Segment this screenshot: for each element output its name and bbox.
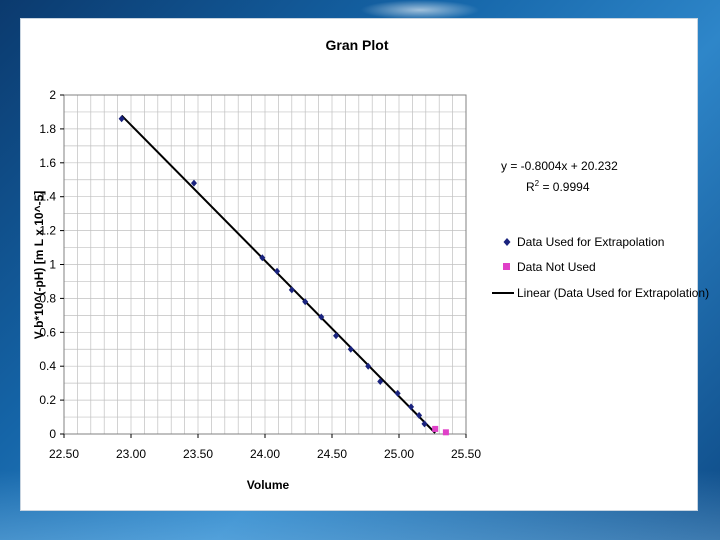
data-point-used [377, 377, 384, 385]
y-tick-label: 1 [49, 258, 56, 272]
y-tick-label: 0.2 [39, 393, 56, 407]
x-tick-label: 23.50 [183, 447, 213, 461]
data-point-used [421, 420, 428, 428]
r-squared-symbol: R [526, 180, 535, 194]
data-point-used [118, 115, 125, 123]
legend-diamond-marker [503, 238, 511, 246]
x-tick-label: 25.50 [451, 447, 481, 461]
y-tick-label: 0.6 [39, 325, 56, 339]
legend-square-marker [503, 263, 510, 270]
x-axis-label: Volume [247, 478, 290, 492]
x-tick-label: 24.50 [317, 447, 347, 461]
y-tick-label: 0.8 [39, 291, 56, 305]
legend-item-used: Data Used for Extrapolation [517, 235, 664, 249]
background-highlight [360, 0, 480, 20]
y-axis-label: V b*10^(-pH) [m L x 10^-5] [32, 191, 46, 340]
grid-lines [63, 94, 467, 435]
y-tick-label: 0.4 [39, 359, 56, 373]
data-point-used [394, 389, 401, 397]
data-point-used [365, 362, 372, 370]
y-tick-label: 1.8 [39, 122, 56, 136]
data-point-used [416, 411, 423, 419]
data-point-used [259, 254, 266, 262]
data-point-used [333, 332, 340, 340]
x-tick-label: 22.50 [49, 447, 79, 461]
legend-item-not-used: Data Not Used [517, 260, 596, 274]
y-tick-label: 1.6 [39, 156, 56, 170]
data-point-used [274, 267, 281, 275]
trendline-equation: y = -0.8004x + 20.232 [501, 159, 618, 173]
data-point-used [190, 179, 197, 187]
x-tick-label: 24.00 [250, 447, 280, 461]
data-point-not-used [432, 425, 439, 432]
data-point-not-used [442, 429, 449, 436]
data-point-used [288, 286, 295, 294]
axis-ticks: 22.50 23.00 23.50 24.00 24.50 25.00 25.50 0 0.2 0… [39, 88, 481, 461]
r-squared-value: = 0.9994 [539, 180, 590, 194]
legend-item-linear: Linear (Data Used for Extrapolation) [517, 286, 709, 300]
legend: Data Used for Extrapolation Data Not Use… [492, 235, 709, 300]
y-tick-label: 0 [49, 427, 56, 441]
y-tick-label: 1.4 [39, 190, 56, 204]
x-tick-label: 23.00 [116, 447, 146, 461]
y-tick-label: 2 [49, 88, 56, 102]
data-point-used [347, 345, 354, 353]
data-points [118, 115, 449, 436]
data-point-used [318, 313, 325, 321]
r-squared-exponent: 2 [535, 179, 540, 188]
y-tick-label: 1.2 [39, 224, 56, 238]
data-point-used [302, 298, 309, 306]
trendline [120, 114, 436, 434]
x-tick-label: 25.00 [384, 447, 414, 461]
r-squared: R2 = 0.9994 [526, 179, 590, 194]
trendline-layer [120, 114, 436, 434]
data-point-used [408, 403, 415, 411]
chart-title: Gran Plot [325, 37, 388, 53]
